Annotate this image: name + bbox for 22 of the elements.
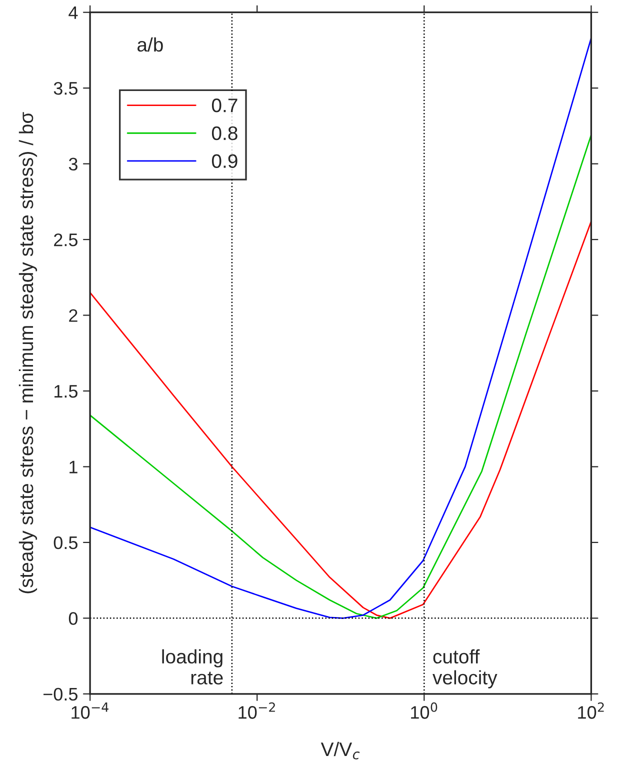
legend-title: a/b	[137, 37, 163, 52]
y-tick-label: 2.5	[54, 233, 78, 246]
x-tick-label: 10$^{−2}$	[238, 702, 275, 719]
ref-line-label: cutoff velocity	[432, 649, 498, 688]
y-tick-label: 0.5	[54, 536, 78, 550]
legend-label: 0.7	[212, 98, 238, 112]
y-tick-label: −0.5	[43, 688, 78, 701]
y-tick-label: 0	[68, 612, 78, 625]
y-tick-label: 3.5	[54, 82, 78, 95]
y-tick-label: 4	[68, 6, 78, 19]
y-tick-label: 1	[70, 460, 78, 474]
x-axis-title: V/V$_{c}$	[320, 742, 360, 760]
y-tick-label: 3	[68, 158, 78, 171]
ref-line-label: loading rate	[162, 649, 223, 684]
y-tick-label: 2	[69, 309, 78, 322]
y-tick-label: 1.5	[54, 385, 78, 398]
x-tick-label: 10$^{2}$	[578, 702, 604, 719]
x-tick-label: 10$^{−4}$	[72, 702, 108, 719]
legend-label: 0.8	[212, 126, 238, 140]
legend-label: 0.9	[212, 154, 238, 168]
y-axis-title: (steady state stress − minimum steady state stress) / bσ	[18, 112, 38, 594]
x-tick-label: 10$^{0}$	[411, 702, 438, 719]
